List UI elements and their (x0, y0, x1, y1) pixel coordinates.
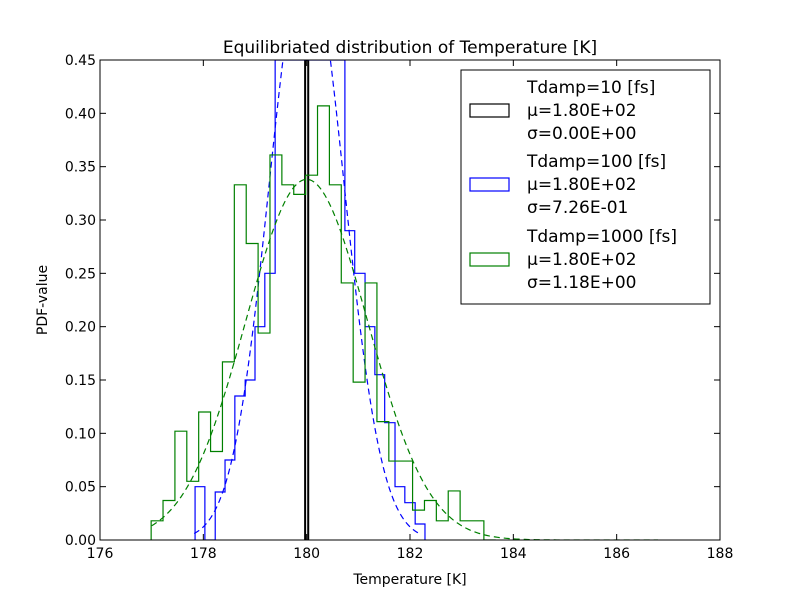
legend-swatch-2 (469, 252, 510, 267)
x-tick-label: 182 (397, 546, 424, 562)
series-1-gaussian-fit (193, 60, 420, 535)
series-0-histogram (304, 60, 310, 540)
series-layer (150, 60, 658, 540)
y-tick-label: 0.30 (65, 213, 96, 229)
y-axis-ticks: 0.00 0.05 0.10 0.15 0.20 0.25 0.30 0.35 0.40 0.45 (65, 53, 720, 549)
x-tick-label: 180 (293, 546, 320, 562)
legend: Tdamp=10 [fs] μ=1.80E+02 σ=0.00E+00 Tdamp=1… (460, 69, 711, 305)
y-tick-label: 0.15 (65, 373, 96, 389)
x-tick-label: 188 (707, 546, 734, 562)
legend-entry-1-line-0: Tdamp=100 [fs] (526, 152, 666, 172)
chart-title: Equilibriated distribution of Temperatur… (223, 38, 597, 58)
legend-entry-2-line-0: Tdamp=1000 [fs] (526, 227, 677, 247)
legend-entry-1-line-1: μ=1.80E+02 (527, 175, 637, 195)
y-tick-label: 0.20 (65, 320, 96, 336)
y-tick-label: 0.00 (65, 533, 96, 549)
legend-entry-0-line-0: Tdamp=10 [fs] (526, 78, 655, 98)
legend-swatch-0 (469, 103, 510, 118)
series-1-histogram (194, 60, 426, 540)
legend-swatch-1 (469, 177, 510, 192)
y-tick-label: 0.05 (65, 480, 96, 496)
legend-entry-1-line-2: σ=7.26E-01 (527, 198, 628, 218)
x-axis-label: Temperature [K] (352, 572, 466, 588)
x-tick-label: 186 (603, 546, 630, 562)
y-axis-label: PDF-value (35, 265, 51, 335)
y-tick-label: 0.25 (65, 266, 96, 282)
x-tick-label: 176 (87, 546, 114, 562)
x-axis-ticks: 176 178 180 182 184 186 188 (87, 60, 734, 562)
x-tick-label: 184 (500, 546, 527, 562)
series-2-histogram (150, 105, 496, 540)
series-2-gaussian-fit (151, 178, 658, 540)
legend-entry-2-line-2: σ=1.18E+00 (527, 273, 637, 293)
legend-entry-0-line-1: μ=1.80E+02 (527, 101, 637, 121)
x-tick-label: 178 (190, 546, 217, 562)
y-tick-label: 0.40 (65, 106, 96, 122)
y-tick-label: 0.45 (65, 53, 96, 69)
legend-entry-0-line-2: σ=0.00E+00 (527, 124, 637, 144)
y-tick-label: 0.35 (65, 160, 96, 176)
y-tick-label: 0.10 (65, 426, 96, 442)
legend-entry-2-line-1: μ=1.80E+02 (527, 250, 637, 270)
